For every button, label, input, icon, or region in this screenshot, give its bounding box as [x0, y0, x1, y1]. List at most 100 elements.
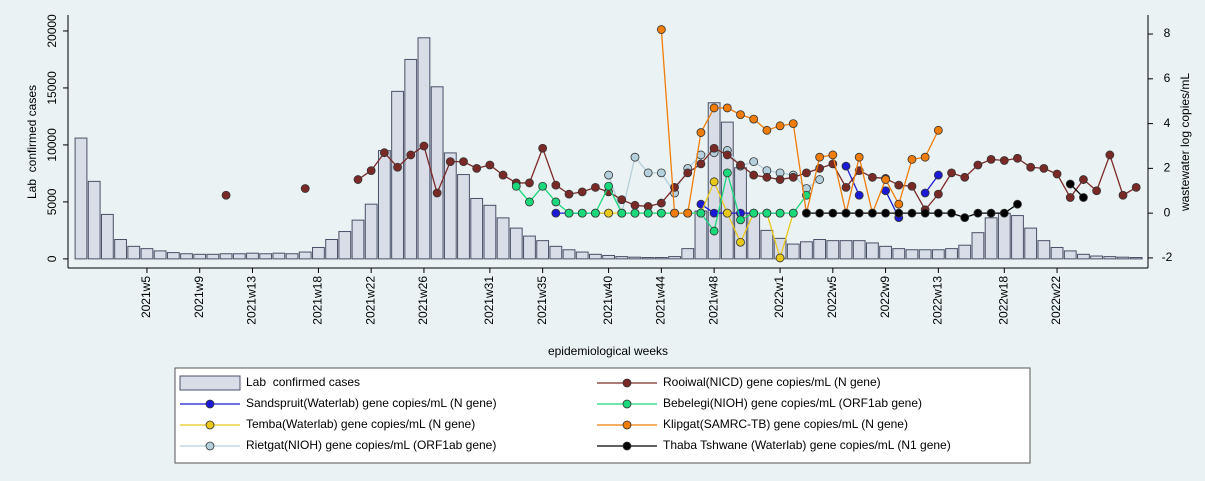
series-marker: [406, 150, 416, 160]
series-marker: [1026, 162, 1036, 172]
bar: [628, 256, 642, 260]
bar: [945, 248, 958, 260]
series-marker: [498, 170, 508, 180]
x-tick-label: 2022w9: [878, 276, 892, 318]
legend-marker: [205, 441, 215, 451]
bar: [760, 229, 774, 260]
series-marker: [749, 114, 759, 124]
series-marker: [525, 178, 534, 188]
x-tick-label: 2021w5: [139, 276, 153, 318]
x-tick-label: 2022w18: [996, 276, 1010, 325]
bar: [549, 245, 563, 260]
series-marker: [986, 155, 996, 164]
series-marker: [432, 188, 442, 198]
series-marker: [696, 159, 706, 169]
series-marker: [854, 208, 864, 218]
bar: [272, 252, 286, 260]
bar: [1077, 253, 1090, 260]
bar: [391, 90, 404, 260]
series-marker: [709, 226, 719, 236]
bar: [1103, 256, 1117, 260]
series-marker: [538, 143, 548, 153]
series-marker: [604, 170, 613, 180]
x-tick-label: 2021w22: [363, 276, 377, 325]
series-marker: [775, 121, 785, 131]
series-marker: [920, 188, 930, 198]
series-marker: [709, 103, 719, 113]
series-marker: [617, 208, 627, 218]
bar: [496, 217, 510, 260]
bar: [918, 249, 932, 260]
series-marker: [815, 208, 825, 218]
bar: [575, 251, 589, 260]
series-marker: [551, 180, 561, 190]
series-marker: [749, 208, 759, 218]
series-marker: [722, 150, 732, 160]
series-marker: [722, 168, 732, 178]
series-marker: [973, 208, 983, 218]
bar: [720, 121, 734, 260]
series-marker: [960, 172, 970, 182]
series-marker: [947, 208, 956, 218]
series-marker: [868, 208, 877, 218]
series-marker: [960, 213, 970, 223]
series-marker: [775, 253, 785, 263]
series-marker: [775, 175, 785, 184]
series-marker: [393, 162, 402, 172]
series-marker: [656, 198, 666, 208]
x-axis-title: epidemiological weeks: [548, 344, 668, 358]
series-marker: [1118, 190, 1128, 200]
x-tick-label: 2022w13: [931, 276, 945, 325]
bar: [298, 251, 312, 260]
x-tick-label: 2021w48: [706, 276, 720, 325]
series-marker: [736, 110, 745, 120]
series-marker: [485, 160, 495, 170]
bar: [931, 249, 945, 260]
bar: [562, 249, 576, 260]
bar: [852, 240, 866, 260]
bar: [1063, 250, 1077, 260]
x-tick-label: 2021w31: [482, 276, 496, 325]
legend-label: Lab confirmed cases: [246, 375, 360, 389]
bar: [87, 180, 101, 260]
series-marker: [973, 160, 983, 170]
series-marker: [868, 172, 877, 182]
y2-tick-label: 8: [1164, 26, 1171, 40]
series-marker: [881, 175, 890, 184]
bar: [997, 212, 1011, 260]
series-marker: [670, 182, 679, 192]
x-tick-label: 2022w1: [772, 276, 786, 318]
series-marker: [894, 208, 904, 218]
series-marker: [419, 141, 429, 151]
bar: [457, 174, 470, 260]
series-marker: [828, 150, 838, 160]
bar: [1037, 240, 1051, 260]
bar: [984, 217, 998, 260]
y-tick-label: 5000: [45, 188, 59, 215]
series-marker: [933, 125, 943, 135]
series-marker: [604, 181, 613, 191]
legend-label: Bebelegi(NIOH) gene copies/mL (ORF1ab ge…: [663, 396, 922, 410]
series-marker: [630, 200, 640, 210]
y2-tick-label: 4: [1164, 116, 1171, 130]
bar: [589, 253, 602, 260]
series-marker: [802, 168, 811, 178]
bar: [338, 231, 352, 260]
series-marker: [511, 181, 521, 191]
bar: [377, 150, 391, 260]
series-marker: [736, 237, 745, 247]
series-marker: [656, 208, 666, 218]
series-marker: [656, 25, 666, 34]
series-marker: [907, 181, 917, 191]
legend-marker: [205, 399, 215, 409]
series-marker: [604, 208, 613, 218]
bar: [866, 242, 879, 260]
series-marker: [551, 208, 561, 218]
x-tick-label: 2021w26: [416, 276, 430, 325]
bar: [641, 257, 655, 260]
bar: [246, 252, 259, 260]
series-marker: [551, 197, 561, 207]
series-marker: [722, 103, 732, 113]
series-marker: [775, 208, 785, 218]
y2-tick-label: 6: [1164, 71, 1171, 85]
